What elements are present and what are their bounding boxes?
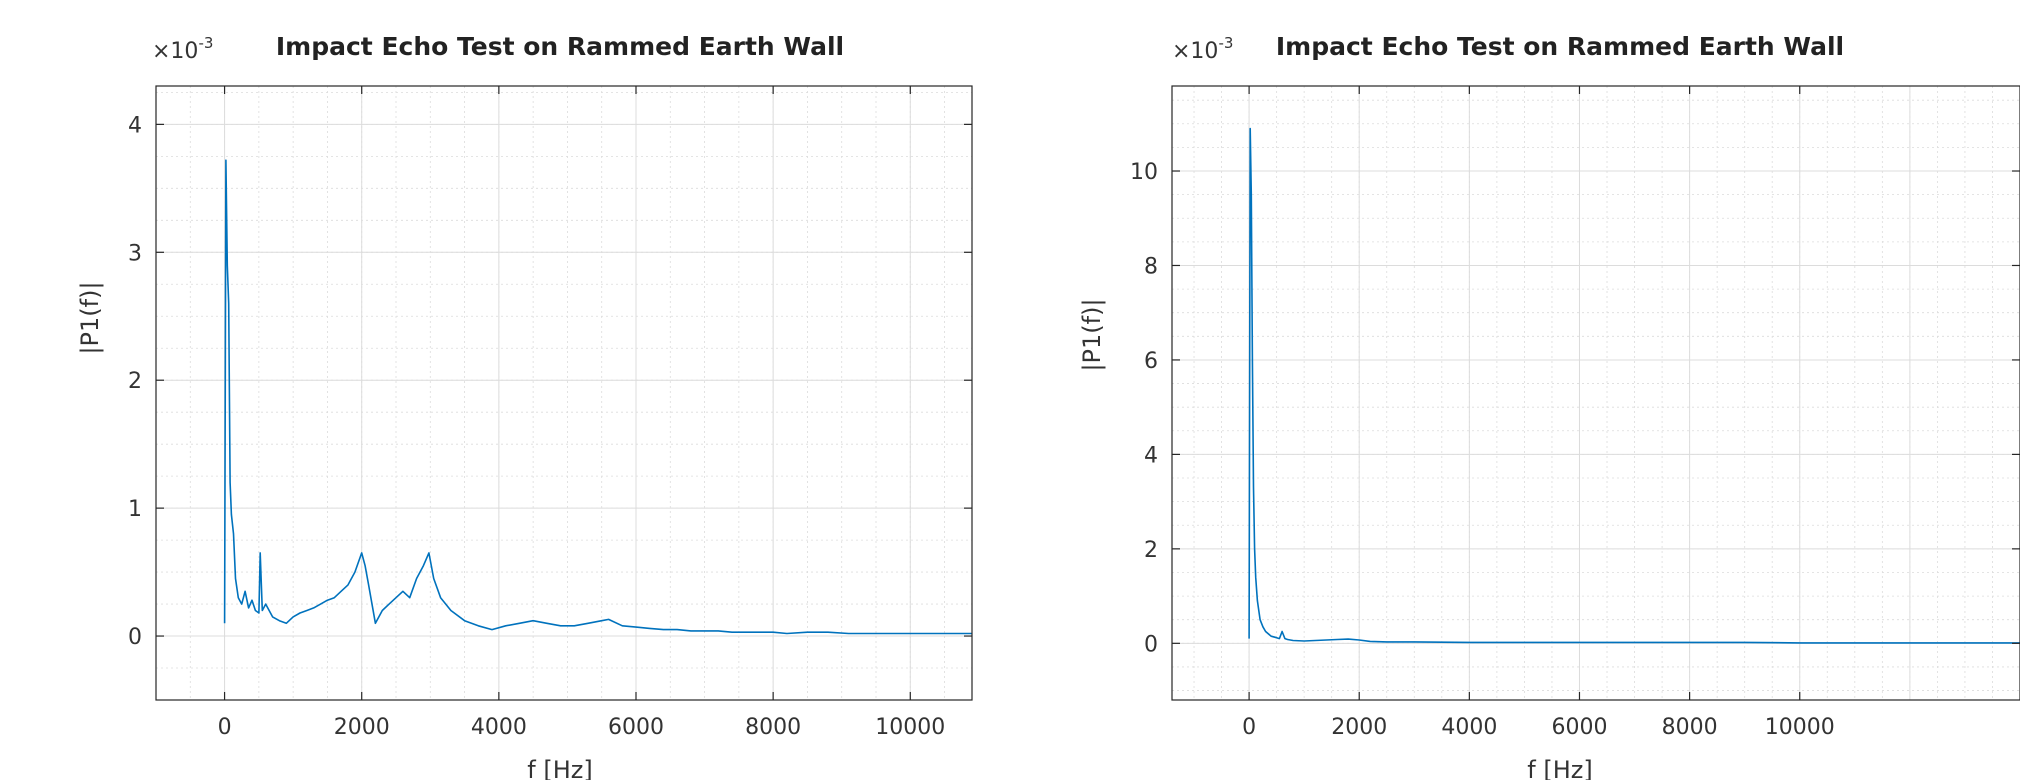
chart-right-y-tick-label: 4 xyxy=(1144,443,1158,468)
chart-right: Impact Echo Test on Rammed Earth Wall ×1… xyxy=(1078,32,2020,780)
chart-left-y-tick-label: 3 xyxy=(128,241,142,266)
chart-right-y-exponent: ×10-3 xyxy=(1172,34,1233,64)
chart-left-x-tick-label: 10000 xyxy=(875,715,945,740)
chart-right-plot-background xyxy=(1172,86,2020,700)
chart-right-x-tick-label: 10000 xyxy=(1765,715,1835,740)
chart-right-x-tick-label: 8000 xyxy=(1662,715,1718,740)
chart-left-x-axis-label: f [Hz] xyxy=(527,756,592,780)
chart-right-x-tick-label: 2000 xyxy=(1331,715,1387,740)
chart-left-series-line xyxy=(223,159,972,635)
chart-left-axes-frame xyxy=(155,85,973,701)
chart-right-series-line xyxy=(1248,127,2020,644)
chart-left-y-tick-label: 1 xyxy=(128,497,142,522)
chart-left-y-exponent: ×10-3 xyxy=(152,34,213,64)
chart-left-plot-area: 0 2000 4000 6000 8000 10000 0 1 2 3 4 xyxy=(128,85,973,740)
chart-right-y-axis-label: |P1(f)| xyxy=(1078,298,1106,371)
chart-left: Impact Echo Test on Rammed Earth Wall ×1… xyxy=(76,32,973,780)
chart-left-y-tick-label: 2 xyxy=(128,369,142,394)
chart-left-x-tick-label: 4000 xyxy=(471,715,527,740)
chart-left-x-tick-label: 2000 xyxy=(334,715,390,740)
chart-left-x-tick-label: 8000 xyxy=(745,715,801,740)
chart-left-y-tick-label: 4 xyxy=(128,113,142,138)
chart-left-y-axis-label: |P1(f)| xyxy=(76,281,104,354)
chart-right-y-tick-label: 8 xyxy=(1144,254,1158,279)
chart-left-plot-background xyxy=(156,86,972,700)
chart-right-title: Impact Echo Test on Rammed Earth Wall xyxy=(1276,32,1844,61)
chart-right-y-tick-label: 10 xyxy=(1130,160,1158,185)
chart-right-y-tick-label: 2 xyxy=(1144,538,1158,563)
chart-right-x-axis-label: f [Hz] xyxy=(1527,756,1592,780)
chart-left-title: Impact Echo Test on Rammed Earth Wall xyxy=(276,32,844,61)
chart-right-axes-frame xyxy=(1171,85,2020,701)
chart-right-y-tick-label: 6 xyxy=(1144,349,1158,374)
chart-right-plot-area: 0 2000 4000 6000 8000 10000 0 2 4 6 8 10 xyxy=(1130,85,2020,740)
chart-left-x-tick-label: 0 xyxy=(218,715,232,740)
chart-right-x-tick-label: 4000 xyxy=(1441,715,1497,740)
chart-left-y-tick-label: 0 xyxy=(128,625,142,650)
chart-right-y-tick-label: 0 xyxy=(1144,632,1158,657)
chart-left-x-tick-label: 6000 xyxy=(608,715,664,740)
chart-right-x-tick-label: 0 xyxy=(1242,715,1256,740)
chart-right-x-tick-label: 6000 xyxy=(1551,715,1607,740)
